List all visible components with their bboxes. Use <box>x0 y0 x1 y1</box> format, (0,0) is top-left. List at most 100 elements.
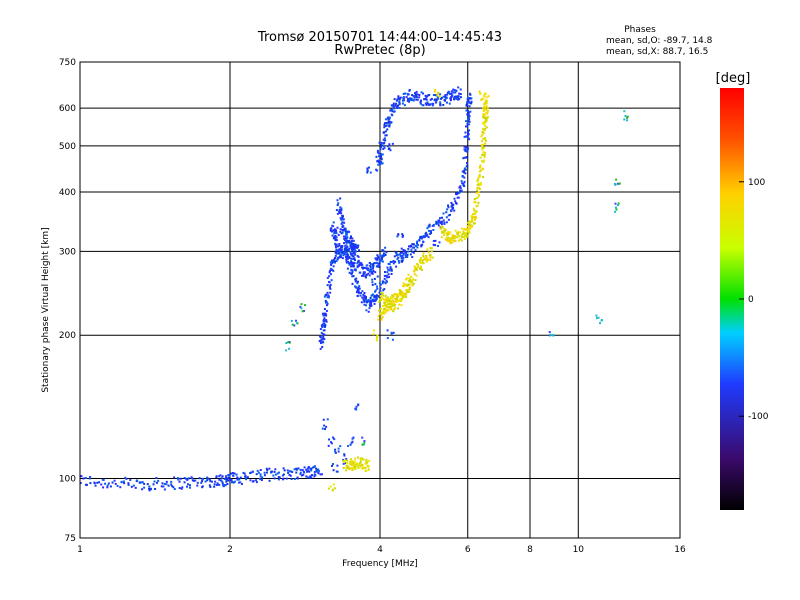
data-point <box>385 309 388 312</box>
data-point <box>409 280 412 283</box>
data-point <box>440 220 443 223</box>
data-point <box>458 186 461 189</box>
data-point <box>410 248 413 251</box>
data-point <box>339 197 342 200</box>
data-point <box>351 257 354 260</box>
data-point <box>352 239 355 242</box>
data-point <box>484 121 487 124</box>
data-point <box>422 235 425 238</box>
data-point <box>305 468 308 471</box>
data-point <box>406 289 409 292</box>
data-point <box>485 108 488 111</box>
data-point <box>200 481 203 484</box>
data-point <box>374 257 377 260</box>
data-point <box>329 287 332 290</box>
data-point <box>350 253 353 256</box>
data-point <box>391 299 394 302</box>
data-point <box>418 94 421 97</box>
data-point <box>380 313 383 316</box>
data-point <box>323 333 326 336</box>
data-point <box>467 129 470 132</box>
colorbar-tick-label: 0 <box>748 295 754 305</box>
data-point <box>469 102 472 105</box>
data-point <box>377 159 380 162</box>
data-point <box>391 114 394 117</box>
data-point <box>459 185 462 188</box>
data-point <box>399 298 402 301</box>
data-point <box>315 470 318 473</box>
data-point <box>417 243 420 246</box>
data-point <box>367 298 370 301</box>
data-point <box>330 260 333 263</box>
data-point <box>287 471 290 474</box>
data-point <box>399 290 402 293</box>
data-point <box>353 460 356 463</box>
data-point <box>481 148 484 151</box>
data-point <box>378 141 381 144</box>
data-point <box>476 196 479 199</box>
data-point <box>354 253 357 256</box>
data-point <box>384 139 387 142</box>
data-point <box>436 222 439 225</box>
data-point <box>361 263 364 266</box>
data-point <box>376 169 379 172</box>
data-point <box>383 309 386 312</box>
data-point <box>374 298 377 301</box>
data-point <box>339 251 342 254</box>
data-point <box>426 102 429 105</box>
data-point <box>384 134 387 137</box>
data-point <box>482 137 485 140</box>
data-point <box>451 94 454 97</box>
data-point <box>448 239 451 242</box>
data-point <box>327 296 330 299</box>
data-point <box>331 464 334 467</box>
data-point <box>396 253 399 256</box>
data-point <box>380 141 383 144</box>
data-point <box>225 475 228 478</box>
data-point <box>392 295 395 298</box>
phase-stats: Phases mean, sd,O: -89.7, 14.8 mean, sd,… <box>606 25 713 57</box>
data-point <box>466 122 469 125</box>
data-point <box>393 308 396 311</box>
data-point <box>360 458 363 461</box>
data-point <box>447 218 450 221</box>
data-point <box>481 153 484 156</box>
data-point <box>469 226 472 229</box>
data-point <box>381 315 384 318</box>
data-point <box>180 487 183 490</box>
data-point <box>383 288 386 291</box>
data-point <box>122 480 125 483</box>
data-point <box>389 305 392 308</box>
data-point <box>390 308 393 311</box>
data-point <box>367 272 370 275</box>
data-point <box>354 250 357 253</box>
data-point <box>357 260 360 263</box>
data-point <box>478 187 481 190</box>
data-point <box>334 244 337 247</box>
data-point <box>449 231 452 234</box>
data-point <box>486 111 489 114</box>
data-point <box>413 269 416 272</box>
data-point <box>439 217 442 220</box>
y-axis-label: Stationary phase Virtual Height [km] <box>41 227 51 392</box>
data-point <box>459 88 462 91</box>
data-point <box>325 314 328 317</box>
data-point <box>374 289 377 292</box>
data-point <box>390 306 393 309</box>
data-point <box>340 222 343 225</box>
data-point <box>373 295 376 298</box>
data-point <box>626 116 629 119</box>
data-point <box>600 319 603 322</box>
data-point <box>336 199 339 202</box>
data-point <box>354 243 357 246</box>
data-point <box>440 223 443 226</box>
data-point <box>293 324 296 327</box>
data-point <box>233 480 236 483</box>
data-point <box>431 102 434 105</box>
data-point <box>375 297 378 300</box>
data-point <box>365 469 368 472</box>
data-point <box>463 169 466 172</box>
data-point <box>320 338 323 341</box>
data-point <box>398 106 401 109</box>
data-point <box>430 250 433 253</box>
